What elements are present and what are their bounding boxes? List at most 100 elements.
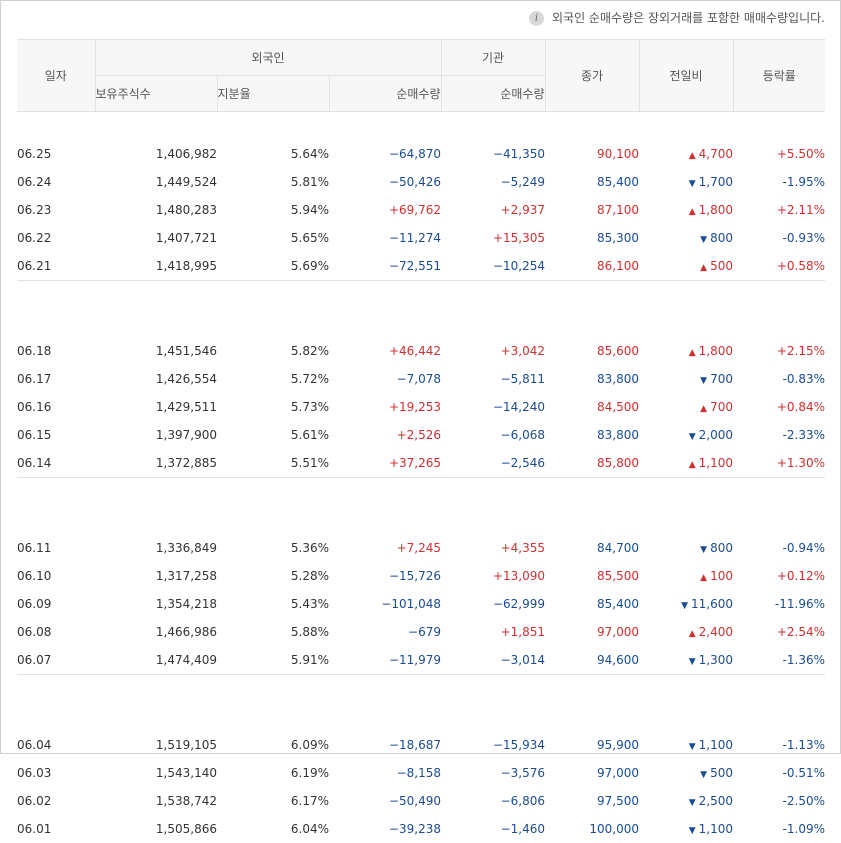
cell-change: ▲1,800 <box>639 337 733 365</box>
cell-change: ▼800 <box>639 534 733 562</box>
cell-change: ▼1,100 <box>639 815 733 843</box>
cell-foreign-net: −72,551 <box>329 252 441 281</box>
cell-date: 06.22 <box>17 224 95 252</box>
cell-change-value: 11,600 <box>691 597 733 611</box>
cell-inst-net: −5,249 <box>441 168 545 196</box>
cell-change: ▼1,100 <box>639 731 733 759</box>
cell-close: 97,000 <box>545 759 639 787</box>
down-triangle-icon: ▼ <box>689 798 696 808</box>
cell-inst-net: −62,999 <box>441 590 545 618</box>
cell-inst-net: −6,068 <box>441 421 545 449</box>
cell-holdings: 1,426,554 <box>95 365 217 393</box>
cell-ratio: 5.94% <box>217 196 329 224</box>
cell-change: ▲700 <box>639 393 733 421</box>
header-foreign: 외국인 <box>95 40 441 76</box>
cell-date: 06.14 <box>17 449 95 478</box>
cell-change-value: 100 <box>710 569 733 583</box>
header-rate: 등락률 <box>733 40 825 112</box>
up-triangle-icon: ▲ <box>689 348 696 358</box>
cell-close: 83,800 <box>545 365 639 393</box>
cell-change: ▼11,600 <box>639 590 733 618</box>
cell-holdings: 1,429,511 <box>95 393 217 421</box>
group-divider <box>17 478 825 507</box>
header-inst-net: 순매수량 <box>441 76 545 112</box>
cell-foreign-net: +19,253 <box>329 393 441 421</box>
cell-change-value: 4,700 <box>699 147 733 161</box>
cell-change: ▲1,800 <box>639 196 733 224</box>
cell-change-value: 500 <box>710 766 733 780</box>
down-triangle-icon: ▼ <box>689 742 696 752</box>
cell-foreign-net: −101,048 <box>329 590 441 618</box>
cell-date: 06.02 <box>17 787 95 815</box>
cell-change: ▼1,700 <box>639 168 733 196</box>
cell-foreign-net: −7,078 <box>329 365 441 393</box>
cell-change-value: 1,700 <box>699 175 733 189</box>
cell-close: 84,500 <box>545 393 639 421</box>
group-gap <box>17 112 825 141</box>
cell-change: ▼500 <box>639 759 733 787</box>
cell-rate: -1.09% <box>733 815 825 843</box>
cell-holdings: 1,372,885 <box>95 449 217 478</box>
cell-holdings: 1,466,986 <box>95 618 217 646</box>
cell-date: 06.25 <box>17 140 95 168</box>
cell-date: 06.16 <box>17 393 95 421</box>
cell-close: 100,000 <box>545 815 639 843</box>
group-gap <box>17 506 825 534</box>
cell-holdings: 1,317,258 <box>95 562 217 590</box>
cell-ratio: 5.61% <box>217 421 329 449</box>
cell-change: ▲500 <box>639 252 733 281</box>
cell-date: 06.08 <box>17 618 95 646</box>
group-gap <box>17 309 825 337</box>
header-ratio: 지분율 <box>217 76 329 112</box>
cell-holdings: 1,543,140 <box>95 759 217 787</box>
info-icon: i <box>529 11 544 26</box>
down-triangle-icon: ▼ <box>689 657 696 667</box>
cell-ratio: 5.51% <box>217 449 329 478</box>
cell-change: ▲1,100 <box>639 449 733 478</box>
cell-inst-net: −1,460 <box>441 815 545 843</box>
cell-close: 86,100 <box>545 252 639 281</box>
cell-close: 94,600 <box>545 646 639 675</box>
up-triangle-icon: ▲ <box>689 629 696 639</box>
cell-inst-net: +1,851 <box>441 618 545 646</box>
cell-close: 97,500 <box>545 787 639 815</box>
cell-close: 85,300 <box>545 224 639 252</box>
cell-ratio: 6.19% <box>217 759 329 787</box>
up-triangle-icon: ▲ <box>689 460 696 470</box>
cell-change: ▼1,300 <box>639 646 733 675</box>
cell-date: 06.15 <box>17 421 95 449</box>
cell-holdings: 1,449,524 <box>95 168 217 196</box>
cell-close: 87,100 <box>545 196 639 224</box>
cell-holdings: 1,336,849 <box>95 534 217 562</box>
cell-rate: -1.36% <box>733 646 825 675</box>
cell-ratio: 6.09% <box>217 731 329 759</box>
cell-foreign-net: −8,158 <box>329 759 441 787</box>
cell-change: ▼2,500 <box>639 787 733 815</box>
cell-inst-net: −15,934 <box>441 731 545 759</box>
cell-inst-net: +4,355 <box>441 534 545 562</box>
cell-date: 06.17 <box>17 365 95 393</box>
cell-foreign-net: +2,526 <box>329 421 441 449</box>
down-triangle-icon: ▼ <box>700 545 707 555</box>
cell-foreign-net: −50,426 <box>329 168 441 196</box>
cell-ratio: 5.81% <box>217 168 329 196</box>
cell-ratio: 5.64% <box>217 140 329 168</box>
cell-inst-net: −3,014 <box>441 646 545 675</box>
cell-inst-net: +2,937 <box>441 196 545 224</box>
cell-holdings: 1,397,900 <box>95 421 217 449</box>
header-foreign-net: 순매수량 <box>329 76 441 112</box>
cell-rate: +0.12% <box>733 562 825 590</box>
cell-holdings: 1,418,995 <box>95 252 217 281</box>
cell-inst-net: −3,576 <box>441 759 545 787</box>
header-institution: 기관 <box>441 40 545 76</box>
cell-rate: -0.51% <box>733 759 825 787</box>
